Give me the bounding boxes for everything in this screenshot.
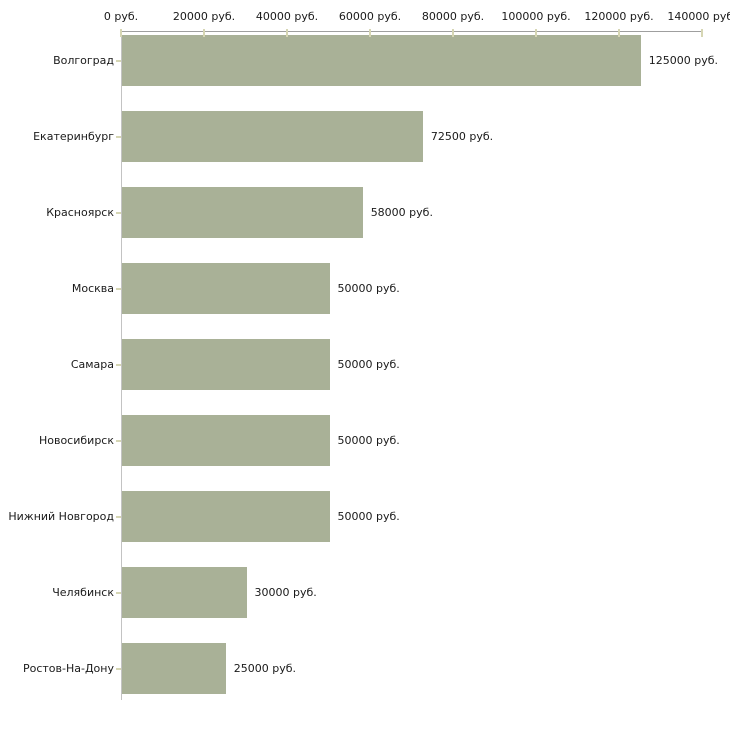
category-label: Волгоград — [53, 53, 114, 67]
x-axis-tick — [535, 29, 537, 37]
category-label: Москва — [71, 281, 114, 295]
category-label: Самара — [70, 357, 114, 371]
x-axis-tick-label: 60000 руб. — [338, 10, 402, 23]
bar-value-label: 50000 руб. — [337, 281, 400, 295]
x-axis-tick — [203, 29, 205, 37]
category-tick — [116, 591, 121, 594]
x-axis-tick-label: 140000 руб. — [667, 10, 730, 23]
x-axis-tick — [452, 29, 454, 37]
category-tick — [116, 515, 121, 518]
bar — [122, 339, 330, 390]
bar-value-label: 58000 руб. — [370, 205, 433, 219]
category-label: Ростов-На-Дону — [22, 661, 114, 675]
category-tick — [116, 135, 121, 138]
category-label: Челябинск — [52, 585, 114, 599]
bar-value-label: 50000 руб. — [337, 509, 400, 523]
category-tick — [116, 439, 121, 442]
bar — [122, 263, 330, 314]
bar — [122, 491, 330, 542]
x-axis-line — [121, 31, 703, 32]
bar — [122, 35, 641, 86]
y-axis-line — [121, 31, 122, 700]
bar-value-label: 50000 руб. — [337, 357, 400, 371]
bar-value-label: 125000 руб. — [648, 53, 719, 67]
category-tick — [116, 59, 121, 62]
x-axis-tick — [701, 29, 703, 37]
x-axis-tick — [120, 29, 122, 37]
bar-value-label: 30000 руб. — [254, 585, 317, 599]
category-tick — [116, 363, 121, 366]
x-axis-tick-label: 40000 руб. — [255, 10, 319, 23]
category-tick — [116, 211, 121, 214]
x-axis-tick — [618, 29, 620, 37]
category-label: Красноярск — [46, 205, 114, 219]
x-axis-tick — [286, 29, 288, 37]
x-axis-tick — [369, 29, 371, 37]
bar — [122, 567, 247, 618]
x-axis-tick-label: 20000 руб. — [172, 10, 236, 23]
x-axis-tick-label: 80000 руб. — [421, 10, 485, 23]
bar — [122, 415, 330, 466]
x-axis-tick-label: 100000 руб. — [501, 10, 571, 23]
bar — [122, 111, 423, 162]
category-tick — [116, 287, 121, 290]
bar — [122, 187, 363, 238]
category-label: Нижний Новгород — [8, 509, 114, 523]
category-label: Новосибирск — [38, 433, 114, 447]
bar-value-label: 72500 руб. — [430, 129, 494, 143]
bar — [122, 643, 226, 694]
category-label: Екатеринбург — [33, 129, 114, 143]
x-axis-tick-label: 120000 руб. — [584, 10, 654, 23]
bar-value-label: 50000 руб. — [337, 433, 400, 447]
x-axis-tick-label: 0 руб. — [103, 10, 139, 23]
bar-value-label: 25000 руб. — [233, 661, 297, 675]
category-tick — [116, 667, 121, 670]
